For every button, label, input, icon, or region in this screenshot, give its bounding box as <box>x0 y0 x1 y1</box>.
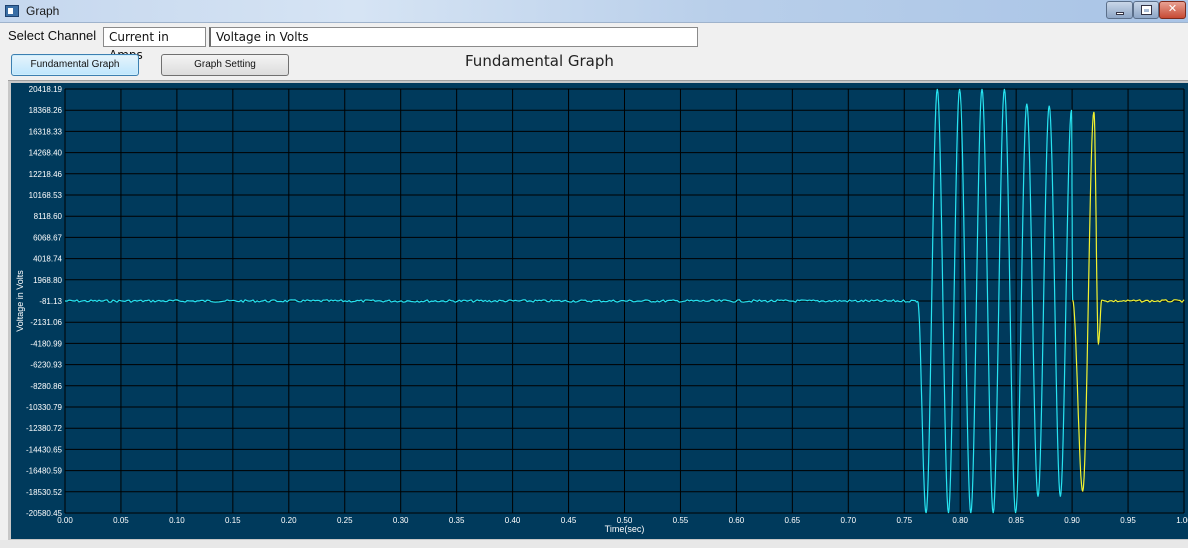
x-tick-label: 0.50 <box>617 516 633 525</box>
y-tick-label: -12380.72 <box>26 424 63 433</box>
close-icon: ✕ <box>1167 3 1178 15</box>
maximize-icon <box>1141 5 1152 15</box>
x-tick-label: 0.75 <box>896 516 912 525</box>
plot-area <box>11 83 1188 539</box>
x-tick-labels: 0.00 0.05 0.10 0.15 0.20 0.25 0.30 0.35 0.40 0.45… <box>57 516 1188 525</box>
y-tick-label: 10168.53 <box>29 191 63 200</box>
maximize-button[interactable] <box>1133 1 1159 19</box>
x-tick-label: 0.80 <box>952 516 968 525</box>
y-tick-label: 1968.80 <box>33 276 62 285</box>
minimize-icon <box>1116 12 1124 15</box>
x-tick-label: 0.10 <box>169 516 185 525</box>
x-tick-label: 0.20 <box>281 516 297 525</box>
x-axis-label: Time(sec) <box>605 524 645 534</box>
fundamental-graph-button[interactable]: Fundamental Graph <box>11 54 139 76</box>
x-tick-label: 1.00 <box>1176 516 1188 525</box>
y-tick-label: -6230.93 <box>30 361 62 370</box>
close-button[interactable]: ✕ <box>1159 1 1186 19</box>
tab-current-in-amps[interactable]: Current in Amps <box>103 27 206 62</box>
x-tick-label: 0.70 <box>841 516 857 525</box>
y-tick-label: -20580.45 <box>26 509 63 518</box>
x-tick-label: 0.05 <box>113 516 129 525</box>
y-tick-label: 18368.26 <box>29 106 63 115</box>
y-tick-label: -2131.06 <box>30 318 62 327</box>
y-tick-label: 4018.74 <box>33 255 62 264</box>
voltage-chart[interactable]: 20418.19 18368.26 16318.33 14268.40 12218.46… <box>11 83 1188 539</box>
x-tick-label: 0.25 <box>337 516 353 525</box>
window-title: Graph <box>26 4 60 18</box>
y-tick-label: 20418.19 <box>29 85 63 94</box>
select-channel-label: Select Channel <box>8 28 97 43</box>
x-tick-label: 0.00 <box>57 516 73 525</box>
title-bar[interactable]: Graph ✕ <box>0 0 1188 23</box>
x-tick-label: 0.60 <box>729 516 745 525</box>
x-tick-label: 0.85 <box>1008 516 1024 525</box>
tab-voltage-in-volts[interactable]: Voltage in Volts <box>209 27 698 47</box>
series-line-1 <box>1072 111 1185 492</box>
y-axis-label: Voltage in Volts <box>15 270 25 332</box>
x-tick-label: 0.55 <box>673 516 689 525</box>
y-tick-labels: 20418.19 18368.26 16318.33 14268.40 12218.46… <box>26 85 63 518</box>
y-tick-label: -16480.59 <box>26 467 63 476</box>
series-layer <box>64 88 1185 514</box>
y-tick-label: -18530.52 <box>26 488 63 497</box>
x-tick-label: 0.40 <box>505 516 521 525</box>
series-line-0 <box>64 88 1074 514</box>
x-tick-label: 0.95 <box>1120 516 1136 525</box>
y-tick-label: 12218.46 <box>29 170 63 179</box>
x-tick-label: 0.45 <box>561 516 577 525</box>
x-tick-label: 0.35 <box>449 516 465 525</box>
minimize-button[interactable] <box>1106 1 1133 19</box>
x-tick-label: 0.15 <box>225 516 241 525</box>
status-strip <box>0 540 1188 548</box>
graph-setting-button[interactable]: Graph Setting <box>161 54 289 76</box>
y-tick-label: -14430.65 <box>26 445 63 454</box>
app-icon <box>5 5 19 17</box>
y-tick-label: -10330.79 <box>26 403 63 412</box>
y-tick-label: 16318.33 <box>29 127 63 136</box>
y-tick-label: 8118.60 <box>34 212 63 221</box>
y-tick-label: 6068.67 <box>33 233 62 242</box>
y-tick-label: 14268.40 <box>29 149 63 158</box>
y-tick-label: -4180.99 <box>30 339 62 348</box>
x-tick-label: 0.65 <box>785 516 801 525</box>
graph-heading: Fundamental Graph <box>465 52 614 70</box>
x-tick-label: 0.30 <box>393 516 409 525</box>
y-tick-label: -8280.86 <box>30 382 62 391</box>
y-tick-label: -81.13 <box>39 297 62 306</box>
x-tick-label: 0.90 <box>1064 516 1080 525</box>
